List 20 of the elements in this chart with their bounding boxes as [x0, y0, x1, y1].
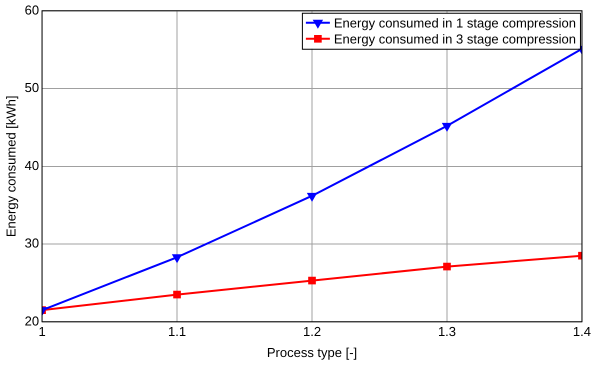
y-tick-label: 40 [24, 158, 40, 173]
y-tick-label: 60 [24, 2, 40, 18]
x-tick-label: 1.1 [168, 324, 186, 340]
legend-label: Energy consumed in 3 stage compression [334, 31, 576, 46]
x-tick-label: 1.4 [572, 324, 592, 340]
point [308, 192, 316, 201]
y-tick-label: 20 [24, 313, 40, 328]
x-tick-label: 1.3 [438, 324, 456, 340]
y-tick-label: 30 [24, 236, 40, 251]
legend-label: Energy consumed in 1 stage compression [334, 15, 576, 30]
point [442, 122, 452, 131]
x-tick-label: 1 [38, 324, 46, 340]
y-axis-title: Energy consumed [kWh] [3, 95, 18, 238]
point [308, 276, 316, 284]
y-tick-label: 50 [24, 80, 40, 96]
point [173, 290, 181, 298]
point [172, 254, 182, 262]
x-tick-label: 1.2 [302, 324, 322, 340]
x-axis-title: Process type [-] [266, 344, 358, 360]
point [443, 262, 451, 270]
